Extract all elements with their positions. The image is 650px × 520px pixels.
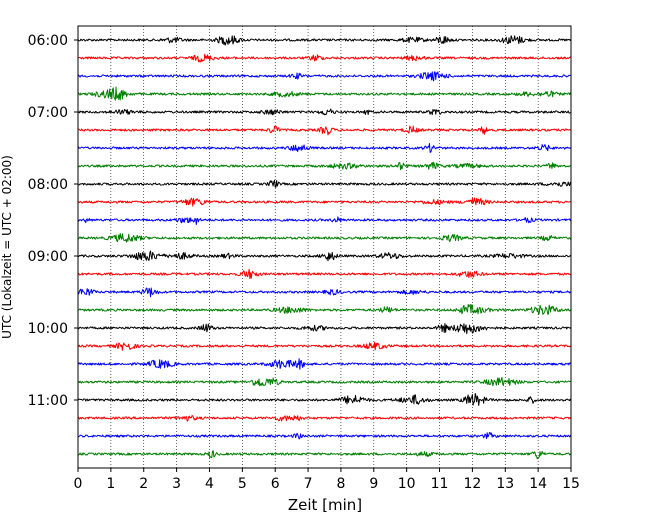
x-tick-label: 3 [172,476,181,492]
x-tick-label: 14 [529,476,547,492]
x-tick-label: 5 [238,476,247,492]
y-tick-label: 10:00 [28,321,68,337]
trace-0630 [77,71,572,82]
y-tick-label: 08:00 [28,177,68,193]
trace-1130 [77,431,572,440]
trace-0900 [77,250,572,262]
x-axis: 0 1 2 3 4 5 6 7 8 9 10 11 12 13 14 15 [74,468,580,492]
trace-0645 [77,86,572,101]
x-tick-label: 6 [271,476,280,492]
trace-1045 [77,376,572,387]
trace-0800 [77,179,572,188]
trace-0600 [77,35,572,46]
trace-0730 [77,143,572,153]
trace-0700 [77,108,572,116]
plot-frame [77,25,572,469]
trace-1030 [77,358,572,370]
x-axis-label: Zeit [min] [288,496,362,514]
x-tick-label: 4 [205,476,214,492]
trace-1000 [77,323,572,335]
x-tick-label: 11 [431,476,449,492]
trace-1100 [77,392,572,406]
x-tick-label: 1 [106,476,115,492]
trace-1115 [77,415,572,422]
y-tick-label: 07:00 [28,105,68,121]
trace-0615 [77,53,572,63]
x-tick-label: 2 [139,476,148,492]
y-tick-label: 06:00 [28,33,68,49]
trace-1145 [77,450,572,460]
y-axis-label: UTC (Lokalzeit = UTC + 02:00) [0,155,14,339]
x-tick-label: 12 [463,476,481,492]
y-tick-label: 09:00 [28,249,68,265]
trace-group [77,35,572,460]
trace-0745 [77,161,572,171]
trace-0845 [77,233,572,243]
trace-0945 [77,303,572,315]
x-tick-label: 8 [336,476,345,492]
trace-0930 [77,287,572,298]
x-tick-label: 0 [74,476,83,492]
x-tick-label: 15 [562,476,580,492]
y-tick-label: 11:00 [28,393,68,409]
trace-0815 [77,197,572,207]
trace-0915 [77,268,572,280]
x-tick-label: 9 [369,476,378,492]
trace-1015 [77,341,572,351]
trace-0715 [77,125,572,136]
trace-0830 [77,216,572,226]
y-axis: 06:00 07:00 08:00 09:00 10:00 11:00 [28,33,78,409]
x-tick-label: 13 [496,476,514,492]
x-tick-label: 7 [304,476,313,492]
x-tick-label: 10 [398,476,416,492]
